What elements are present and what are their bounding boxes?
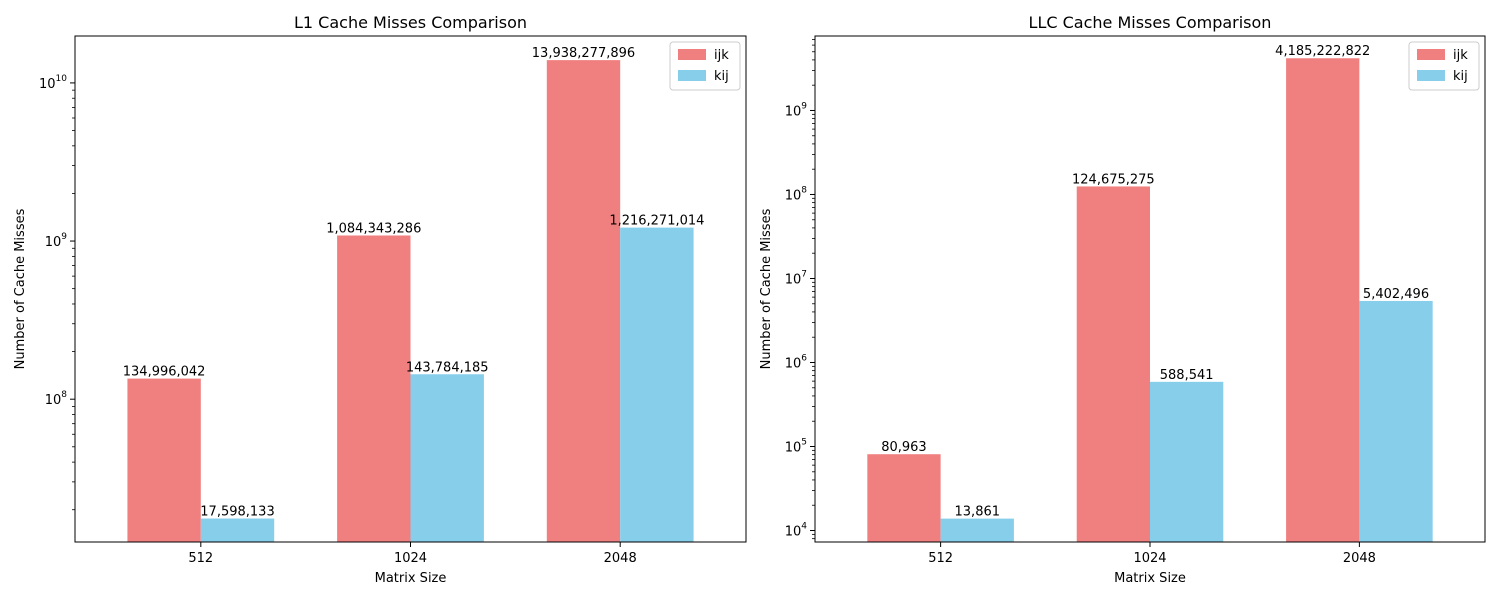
x-tick-label-2048: 2048	[604, 551, 637, 566]
y-tick-label: 109	[785, 101, 808, 119]
bar-ijk-2048	[1286, 58, 1360, 543]
x-axis-label: Matrix Size	[1114, 571, 1186, 586]
y-tick-exponent: 8	[801, 185, 807, 195]
y-tick-label: 108	[785, 185, 808, 203]
y-tick-exponent: 9	[61, 232, 67, 242]
x-tick-label-512: 512	[928, 551, 953, 566]
chart-title: L1 Cache Misses Comparison	[294, 13, 527, 32]
bar-kij-512	[200, 518, 275, 542]
y-tick-exponent: 7	[801, 269, 807, 279]
x-tick-label-1024: 1024	[1133, 551, 1166, 566]
y-tick-label: 109	[45, 232, 68, 250]
legend-swatch-ijk	[678, 49, 706, 60]
legend-swatch-kij	[678, 70, 706, 81]
y-tick-label: 106	[785, 354, 808, 372]
data-label-ijk-1024: 1,084,343,286	[326, 221, 421, 236]
chart-panel-1: 80,963 124,675,275 4,185,222,822 13,861 588,…	[759, 13, 1486, 586]
y-tick-exponent: 6	[801, 354, 807, 364]
y-tick-label: 104	[785, 522, 808, 540]
y-axis-label: Number of Cache Misses	[759, 208, 774, 369]
bar-ijk-1024	[337, 235, 411, 543]
y-tick-base: 10	[39, 77, 56, 92]
y-tick-exponent: 10	[56, 74, 68, 84]
data-label-ijk-1024: 124,675,275	[1072, 172, 1155, 187]
bar-ijk-1024	[1076, 186, 1150, 542]
y-tick-exponent: 4	[801, 522, 807, 532]
y-tick-exponent: 5	[801, 438, 807, 448]
y-tick-label: 107	[785, 269, 807, 287]
data-label-kij-2048: 5,402,496	[1363, 287, 1429, 302]
y-tick-base: 10	[785, 188, 802, 203]
y-tick-base: 10	[45, 235, 62, 250]
bar-ijk-512	[127, 378, 201, 542]
y-axis-label: Number of Cache Misses	[13, 208, 28, 369]
data-label-ijk-2048: 4,185,222,822	[1275, 44, 1370, 59]
y-tick-base: 10	[785, 441, 802, 456]
bar-kij-512	[940, 518, 1014, 542]
y-tick-exponent: 9	[801, 101, 807, 111]
y-tick-base: 10	[45, 393, 62, 408]
bar-kij-1024	[410, 374, 484, 542]
y-tick-label: 108	[45, 390, 68, 408]
data-label-kij-1024: 143,784,185	[406, 360, 489, 375]
chart-title: LLC Cache Misses Comparison	[1029, 13, 1272, 32]
legend-label-kij: kij	[714, 69, 729, 84]
data-label-kij-2048: 1,216,271,014	[609, 214, 704, 229]
data-label-kij-1024: 588,541	[1160, 368, 1214, 383]
x-tick-label-2048: 2048	[1343, 551, 1376, 566]
x-tick-label-1024: 1024	[394, 551, 427, 566]
data-label-ijk-512: 80,963	[881, 440, 927, 455]
data-label-kij-512: 13,861	[955, 505, 1001, 520]
legend-label-ijk: ijk	[1453, 48, 1468, 63]
bar-ijk-2048	[546, 60, 621, 543]
legend-swatch-ijk	[1417, 49, 1445, 60]
bar-kij-2048	[620, 227, 694, 542]
legend-label-ijk: ijk	[714, 48, 729, 63]
data-label-ijk-2048: 13,938,277,896	[532, 46, 635, 61]
y-tick-label: 1010	[39, 74, 67, 92]
y-tick-label: 105	[785, 438, 807, 456]
bar-kij-2048	[1359, 300, 1433, 542]
y-tick-base: 10	[785, 357, 802, 372]
data-label-ijk-512: 134,996,042	[123, 365, 206, 380]
y-tick-base: 10	[785, 104, 802, 119]
data-label-kij-512: 17,598,133	[200, 505, 274, 520]
legend-label-kij: kij	[1453, 69, 1468, 84]
y-tick-base: 10	[785, 272, 802, 287]
x-tick-label-512: 512	[188, 551, 213, 566]
y-tick-base: 10	[785, 525, 802, 540]
chart-panel-0: 134,996,042 1,084,343,286 13,938,277,896 17…	[13, 13, 747, 586]
x-axis-label: Matrix Size	[375, 571, 447, 586]
y-tick-exponent: 8	[61, 390, 67, 400]
legend-swatch-kij	[1417, 70, 1445, 81]
bar-ijk-512	[867, 454, 941, 542]
bar-kij-1024	[1150, 381, 1224, 542]
